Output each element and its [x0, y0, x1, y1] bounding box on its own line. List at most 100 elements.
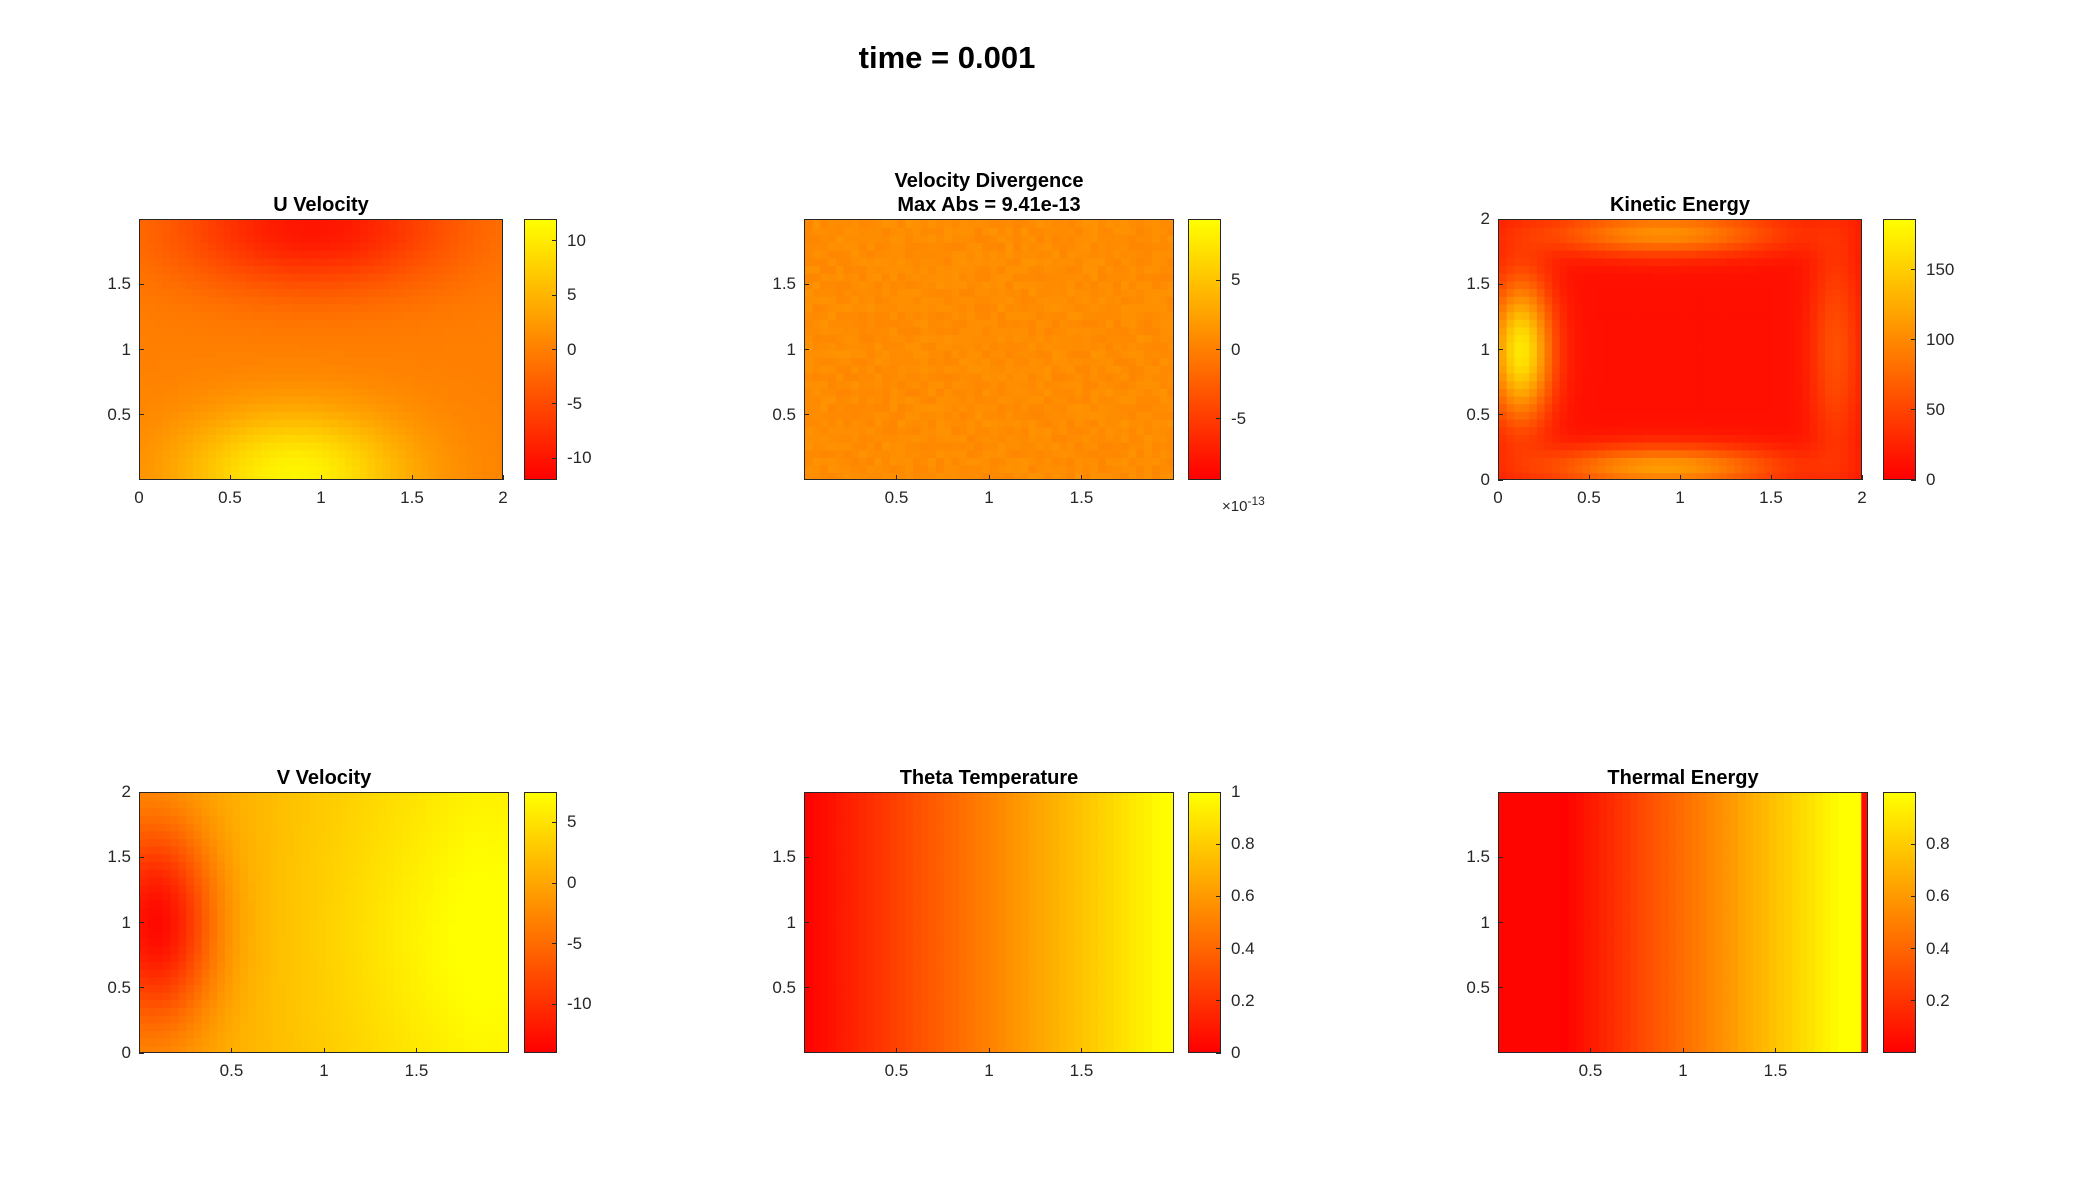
heatmap-cell [1620, 281, 1629, 290]
heatmap-cell [1159, 296, 1168, 306]
heatmap-cell [1067, 450, 1076, 459]
heatmap-cell [905, 220, 914, 229]
heatmap-cell [443, 227, 452, 236]
heatmap-cell [1749, 388, 1758, 398]
heatmap-cell [496, 243, 502, 252]
heatmap-cell [805, 304, 814, 313]
heatmap-cell [974, 266, 983, 275]
heatmap-cell [1665, 227, 1675, 236]
heatmap-cell [1028, 342, 1037, 352]
heatmap-cell [1741, 220, 1750, 229]
heatmap-cell [943, 396, 953, 405]
heatmap-cell [1074, 227, 1084, 236]
heatmap-cell [1681, 396, 1690, 405]
heatmap-cell [420, 289, 429, 298]
heatmap-cell [1688, 335, 1697, 344]
heatmap-cell [1544, 358, 1553, 367]
heatmap-cell [1635, 434, 1644, 444]
heatmap-cell [1144, 457, 1153, 467]
heatmap-cell [1847, 312, 1857, 321]
heatmap-cell [1840, 289, 1849, 298]
heatmap-cell [413, 289, 422, 298]
heatmap-cell [1794, 434, 1803, 444]
heatmap-cell [420, 457, 429, 467]
heatmap-cell [1779, 250, 1788, 259]
heatmap-cell [390, 381, 399, 390]
heatmap-cell [1167, 319, 1173, 329]
heatmap-cell [1567, 396, 1576, 405]
heatmap-cell [299, 381, 308, 390]
heatmap-cell [322, 350, 331, 359]
heatmap-cell [466, 411, 475, 421]
heatmap-cell [928, 434, 937, 444]
heatmap-cell [1794, 235, 1803, 244]
heatmap-cell [1718, 434, 1728, 444]
heatmap-cell [1574, 281, 1584, 290]
heatmap-cell [828, 473, 837, 479]
heatmap-cell [997, 473, 1007, 479]
heatmap-cell [1506, 404, 1515, 413]
heatmap-cell [1167, 419, 1173, 428]
heatmap-cell [435, 373, 444, 382]
heatmap-cell [382, 442, 391, 451]
heatmap-cell [337, 258, 346, 267]
heatmap-cell [413, 419, 422, 428]
heatmap-cell [882, 327, 891, 336]
x-tick-label: 1.5 [1069, 488, 1094, 507]
heatmap-cell [390, 350, 399, 359]
heatmap-cell [223, 220, 232, 229]
heatmap-cell [982, 235, 991, 244]
heatmap-cell [912, 373, 922, 382]
heatmap-cell [344, 258, 353, 267]
heatmap-cell [1627, 419, 1637, 428]
heatmap-cell [428, 273, 437, 283]
heatmap-cell [344, 450, 353, 459]
heatmap-cell [843, 473, 852, 479]
heatmap-cell [1711, 450, 1720, 459]
heatmap-cell [1097, 434, 1107, 444]
heatmap-cell [1718, 327, 1728, 336]
heatmap-cell [912, 358, 922, 367]
heatmap-cell [805, 281, 814, 290]
heatmap-cell [367, 243, 376, 252]
heatmap-cell [147, 319, 156, 329]
heatmap-cell [959, 342, 968, 352]
heatmap-cell [1620, 434, 1629, 444]
heatmap-cell [322, 473, 331, 479]
heatmap-cell [1059, 281, 1068, 290]
heatmap-cell [1643, 289, 1652, 298]
heatmap-cell [405, 304, 414, 313]
heatmap-cell [1650, 465, 1659, 474]
heatmap-cell [488, 411, 498, 421]
heatmap-cell [1059, 404, 1068, 413]
heatmap-cell [1159, 473, 1168, 479]
heatmap-cell [1665, 457, 1675, 467]
heatmap-cell [1144, 434, 1153, 444]
heatmap-cell [990, 304, 999, 313]
heatmap-cell [1658, 273, 1667, 283]
heatmap-cell [367, 450, 376, 459]
heatmap-cell [200, 289, 209, 298]
heatmap-cell [496, 335, 502, 344]
heatmap-cell [238, 404, 247, 413]
heatmap-cell [820, 281, 829, 290]
heatmap-cell [352, 411, 361, 421]
heatmap-cell [329, 289, 338, 298]
heatmap-cell [1597, 220, 1606, 229]
heatmap-cell [1718, 373, 1728, 382]
heatmap-cell [1506, 450, 1515, 459]
heatmap-cell [231, 419, 240, 428]
heatmap-cell [185, 427, 194, 436]
heatmap-cell [1855, 243, 1861, 252]
heatmap-cell [291, 243, 300, 252]
heatmap-cell [223, 319, 232, 329]
heatmap-cell [1734, 296, 1743, 306]
heatmap-cell [1718, 465, 1728, 474]
heatmap-cell [450, 319, 460, 329]
heatmap-cell [223, 358, 232, 367]
heatmap-cell [1128, 450, 1138, 459]
heatmap-cell [1074, 342, 1084, 352]
heatmap-cell [413, 442, 422, 451]
heatmap-cell [1718, 442, 1728, 451]
heatmap-cell [193, 319, 202, 329]
